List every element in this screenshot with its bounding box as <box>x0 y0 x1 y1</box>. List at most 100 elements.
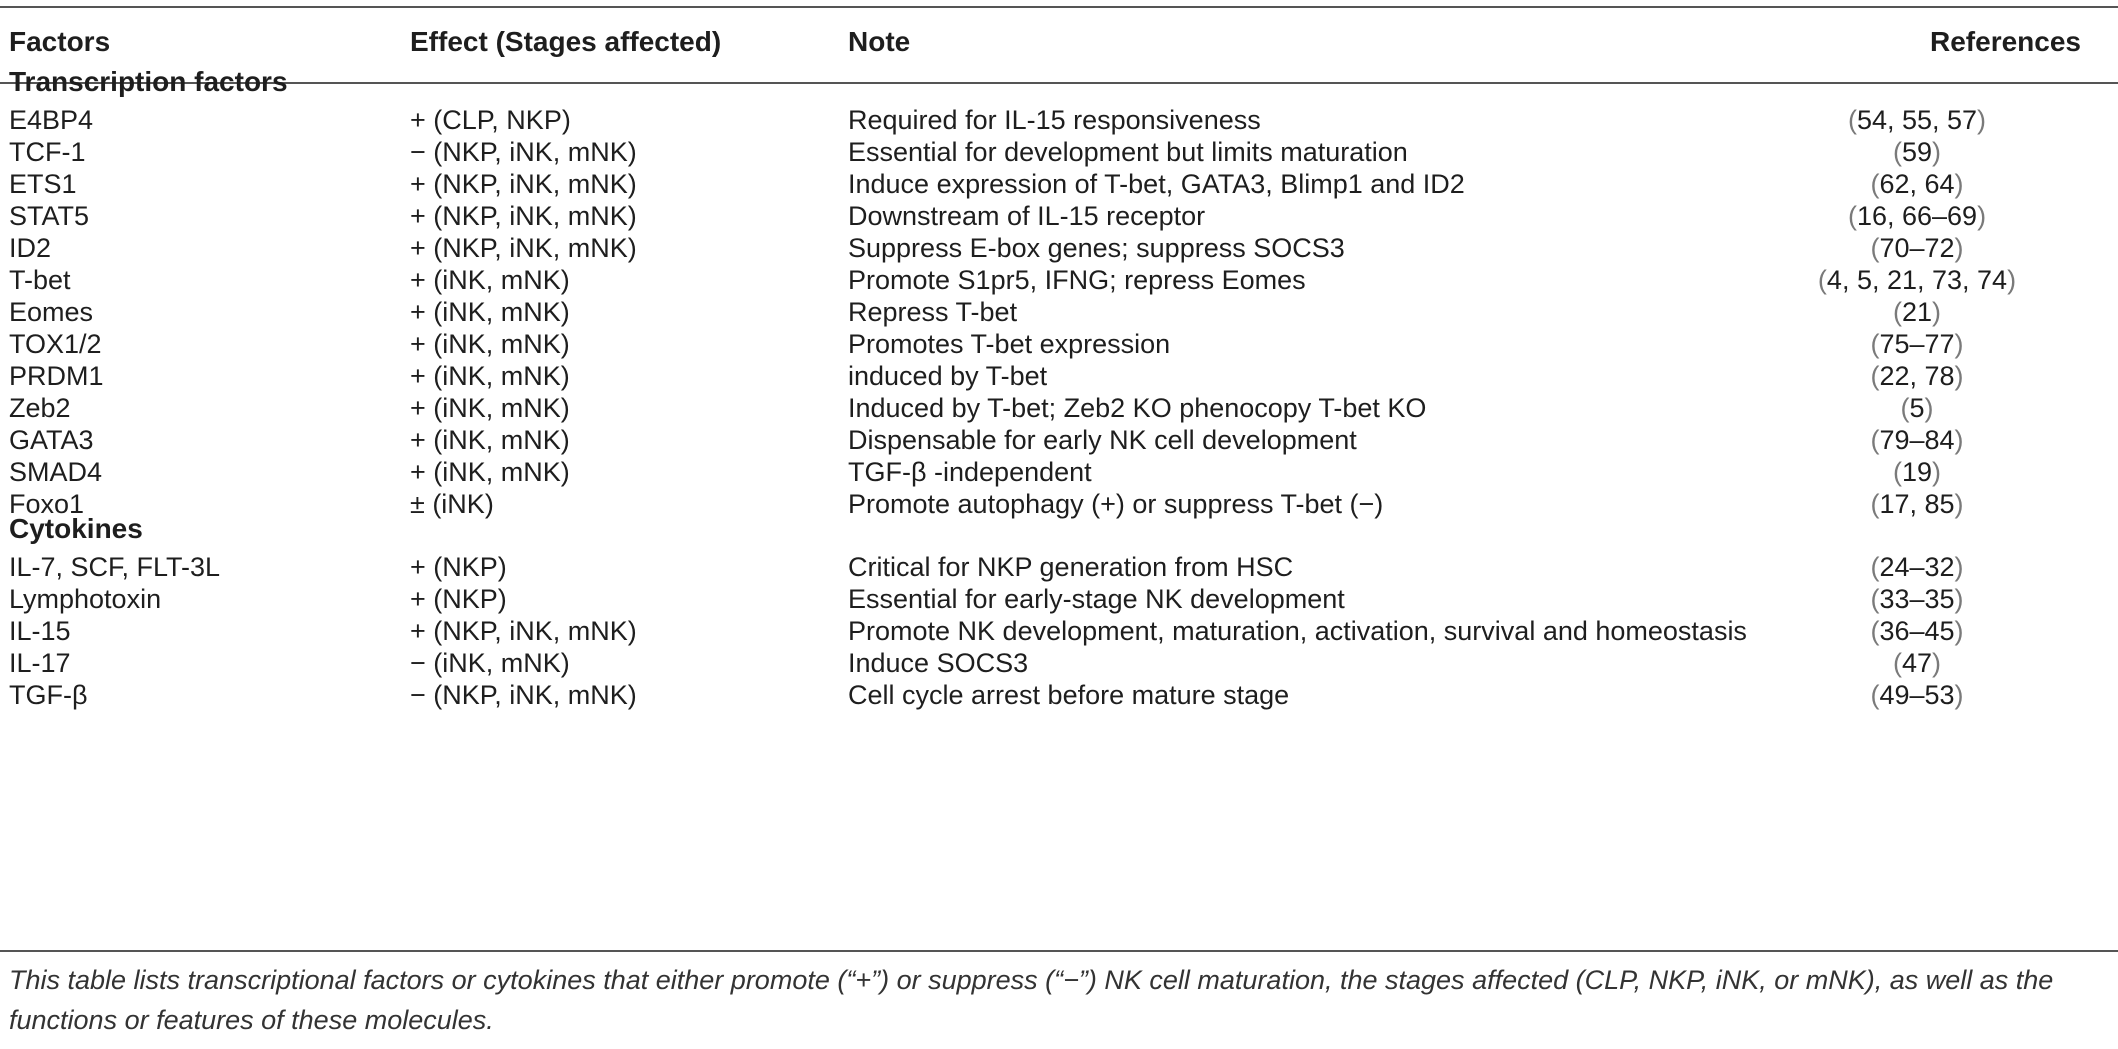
cell-factor: Lymphotoxin <box>9 584 162 614</box>
cell-factor: ETS1 <box>9 169 77 199</box>
reference-numbers: 5 <box>1909 393 1925 423</box>
cell-effect: + (CLP, NKP) <box>410 105 571 135</box>
table-row: IL-15 + (NKP, iNK, mNK) Promote NK develop… <box>0 610 2118 653</box>
section-title: Cytokines <box>9 513 143 544</box>
reference-numbers: 75–77 <box>1879 329 1955 359</box>
cell-note: Downstream of IL-15 receptor <box>848 201 1206 231</box>
cell-note: Required for IL-15 responsiveness <box>848 105 1261 135</box>
cell-factor: ID2 <box>9 233 52 263</box>
cell-references: (33–35) <box>1870 584 1964 614</box>
table-row: TGF-β − (NKP, iNK, mNK) Cell cycle arrest … <box>0 674 2118 717</box>
reference-numbers: 70–72 <box>1879 233 1955 263</box>
cell-factor: IL-17 <box>9 648 71 678</box>
cell-note: Dispensable for early NK cell developmen… <box>848 425 1357 455</box>
cell-references: (24–32) <box>1870 552 1964 582</box>
cell-note: Promotes T-bet expression <box>848 329 1171 359</box>
cell-effect: + (iNK, mNK) <box>410 297 570 327</box>
table-row: Zeb2 + (iNK, mNK) Induced by T-bet; Zeb2 K… <box>0 387 2118 430</box>
header-references: References <box>1930 26 2081 57</box>
table-row: ETS1 + (NKP, iNK, mNK) Induce expression o… <box>0 163 2118 206</box>
cell-references: (36–45) <box>1870 616 1964 646</box>
cell-note: Suppress E-box genes; suppress SOCS3 <box>848 233 1345 263</box>
cell-references: (17, 85) <box>1870 489 1964 519</box>
cell-factor: IL-15 <box>9 616 71 646</box>
reference-numbers: 59 <box>1901 137 1933 167</box>
cell-references: (4, 5, 21, 73, 74) <box>1817 265 2017 295</box>
cell-factor: STAT5 <box>9 201 90 231</box>
cell-factor: Foxo1 <box>9 489 85 519</box>
cell-note: Promote autophagy (+) or suppress T-bet … <box>848 489 1384 519</box>
header-factors: Factors <box>9 26 111 57</box>
reference-numbers: 24–32 <box>1879 552 1955 582</box>
table-footnote: This table lists transcriptional factors… <box>9 965 2054 1035</box>
cell-factor: E4BP4 <box>9 105 94 135</box>
cell-effect: + (NKP) <box>410 584 507 614</box>
cell-references: (5) <box>1900 393 1934 423</box>
reference-numbers: 4, 5, 21, 73, 74 <box>1826 265 2008 295</box>
cell-effect: + (NKP, iNK, mNK) <box>410 233 637 263</box>
cell-effect: + (iNK, mNK) <box>410 361 570 391</box>
cell-note: Cell cycle arrest before mature stage <box>848 680 1290 710</box>
reference-numbers: 36–45 <box>1879 616 1955 646</box>
cell-references: (16, 66–69) <box>1847 201 1987 231</box>
cell-note: Induced by T-bet; Zeb2 KO phenocopy T-be… <box>848 393 1427 423</box>
cell-effect: + (iNK, mNK) <box>410 329 570 359</box>
cell-factor: Eomes <box>9 297 94 327</box>
cell-effect: − (NKP, iNK, mNK) <box>410 137 637 167</box>
table-row: Lymphotoxin + (NKP) Essential for early-st… <box>0 578 2118 621</box>
reference-numbers: 19 <box>1901 457 1933 487</box>
cell-note: Essential for early-stage NK development <box>848 584 1345 614</box>
cell-effect: + (iNK, mNK) <box>410 457 570 487</box>
cell-factor: TCF-1 <box>9 137 86 167</box>
cell-factor: TOX1/2 <box>9 329 102 359</box>
cell-effect: + (iNK, mNK) <box>410 393 570 423</box>
cell-note: TGF-β -independent <box>848 457 1092 487</box>
cell-effect: ± (iNK) <box>410 489 494 519</box>
reference-numbers: 17, 85 <box>1879 489 1955 519</box>
reference-numbers: 22, 78 <box>1879 361 1955 391</box>
cell-note: Promote NK development, maturation, acti… <box>848 616 1747 646</box>
cell-references: (47) <box>1892 648 1942 678</box>
reference-numbers: 54, 55, 57 <box>1856 105 1978 135</box>
cell-note: Induce expression of T-bet, GATA3, Blimp… <box>848 169 1465 199</box>
cell-references: (49–53) <box>1870 680 1964 710</box>
cell-references: (21) <box>1892 297 1942 327</box>
cell-references: (22, 78) <box>1870 361 1964 391</box>
header-effect: Effect (Stages affected) <box>410 26 722 57</box>
reference-numbers: 16, 66–69 <box>1856 201 1978 231</box>
cell-factor: GATA3 <box>9 425 94 455</box>
cell-effect: + (NKP, iNK, mNK) <box>410 616 637 646</box>
table-row: TCF-1 − (NKP, iNK, mNK) Essential for deve… <box>0 131 2118 174</box>
table-row: IL-17 − (iNK, mNK) Induce SOCS3 (47) <box>0 642 2118 685</box>
section-title: Transcription factors <box>9 66 288 97</box>
cell-references: (62, 64) <box>1870 169 1964 199</box>
table-row: PRDM1 + (iNK, mNK) induced by T-bet (22, 78… <box>0 355 2118 398</box>
cell-references: (19) <box>1892 457 1942 487</box>
cell-note: Promote S1pr5, IFNG; repress Eomes <box>848 265 1306 295</box>
table-bottom-rule <box>0 950 2118 952</box>
cell-factor: Zeb2 <box>9 393 71 423</box>
cell-effect: − (iNK, mNK) <box>410 648 570 678</box>
table-row: TOX1/2 + (iNK, mNK) Promotes T-bet express… <box>0 323 2118 366</box>
reference-numbers: 47 <box>1901 648 1933 678</box>
reference-numbers: 33–35 <box>1879 584 1955 614</box>
reference-numbers: 21 <box>1901 297 1933 327</box>
table-row: E4BP4 + (CLP, NKP) Required for IL-15 resp… <box>0 99 2118 142</box>
cell-references: (59) <box>1892 137 1942 167</box>
cell-note: induced by T-bet <box>848 361 1048 391</box>
table-row: Foxo1 ± (iNK) Promote autophagy (+) or sup… <box>0 483 2118 526</box>
cell-effect: − (NKP, iNK, mNK) <box>410 680 637 710</box>
reference-numbers: 49–53 <box>1879 680 1955 710</box>
cell-references: (54, 55, 57) <box>1847 105 1987 135</box>
cell-factor: IL-7, SCF, FLT-3L <box>9 552 221 582</box>
cell-note: Essential for development but limits mat… <box>848 137 1408 167</box>
cell-effect: + (NKP) <box>410 552 507 582</box>
cell-references: (75–77) <box>1870 329 1964 359</box>
reference-numbers: 79–84 <box>1879 425 1955 455</box>
cell-effect: + (iNK, mNK) <box>410 265 570 295</box>
table-header-rule <box>0 82 2118 84</box>
cell-effect: + (NKP, iNK, mNK) <box>410 169 637 199</box>
table-row: SMAD4 + (iNK, mNK) TGF-β -independent (19) <box>0 451 2118 494</box>
header-note: Note <box>848 26 911 57</box>
cell-effect: + (NKP, iNK, mNK) <box>410 201 637 231</box>
